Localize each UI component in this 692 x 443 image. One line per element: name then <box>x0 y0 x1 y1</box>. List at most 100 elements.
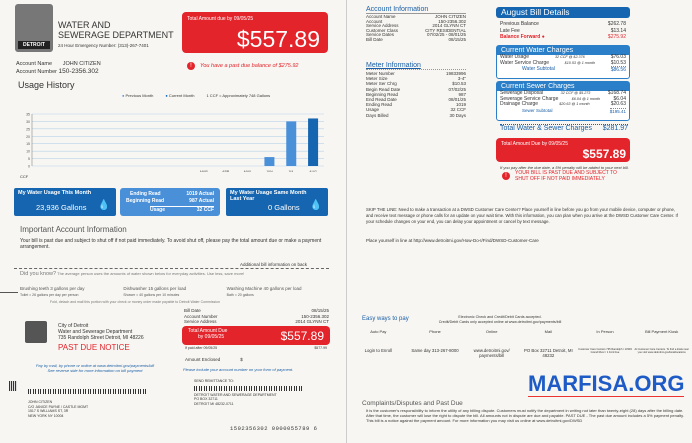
stub-svc: 2014 GLYNN CT <box>295 319 329 324</box>
table-row: Bill Date 08/15/25 <box>366 36 466 43</box>
sewer-title: Current Sewer Charges <box>497 82 629 91</box>
legend-dot-icon: ● <box>165 93 168 98</box>
cell: 08/01/25 <box>448 97 466 103</box>
usage-title: Usage History <box>18 80 75 90</box>
table-row: Sewerage Disposal 32 CCF @ $5.273 $168.74 <box>500 90 626 97</box>
pay-method: Auto Pay Login to Enroll <box>350 329 407 358</box>
usage-tips: Brushing teeth 3 gallons per day Dishwas… <box>20 285 330 299</box>
table-row: Water Usage 32 CCF @ $2.376 $76.03 <box>500 54 626 61</box>
water-sub-label: Water Subtotal <box>522 66 555 72</box>
tip: Dishwasher 15 gallons per load <box>123 286 187 291</box>
table-row: Meter Number 19833996 <box>366 71 466 76</box>
pay-method: Online www.detroitmi.gov/ payments/bill <box>463 329 520 358</box>
x-tick-label: APR <box>222 170 230 172</box>
cell: 1019 <box>455 102 466 108</box>
ending-read-label: Ending Read <box>130 191 161 197</box>
y-tick-label: 30 <box>26 120 30 124</box>
dept-name: WATER AND SEWERAGE DEPARTMENT <box>58 20 174 40</box>
remit-line: DETROIT MI 48232-0711 <box>194 401 234 406</box>
water-drop-icon: 💧 <box>309 200 322 211</box>
cell: 19833996 <box>445 71 466 76</box>
total-ws: Total Water & Sewer Charges $281.97 <box>500 124 628 132</box>
include-note: Please include your account number on yo… <box>183 367 294 372</box>
past-due-notice: PAST DUE NOTICE <box>58 343 130 352</box>
after-label: If paid after 09/05/25 <box>185 346 218 350</box>
y-tick-label: 25 <box>26 127 30 131</box>
total-ws-label: Total Water & Sewer Charges <box>500 125 592 132</box>
cell: JOHN CITIZEN <box>435 14 466 19</box>
amount-enclosed[interactable]: Amount Enclosed $ <box>185 357 243 362</box>
cell: 32 CCF <box>450 107 466 113</box>
pay-note: Pay by mail, by phone or online at www.d… <box>10 363 180 373</box>
table-row: Service Dates 07/02/25 - 08/01/25 <box>366 33 466 38</box>
sewer-sub: $195.41 <box>609 107 626 114</box>
cell: 07/02/25 - 08/01/25 <box>426 32 466 38</box>
tip: Washing Machine 40 gallons per load <box>226 286 302 291</box>
sewer-charges: Current Sewer Charges Sewerage Disposal 3… <box>496 81 630 121</box>
tile-value: 0 Gallons <box>268 203 300 212</box>
account-number-label: Account Number <box>16 69 57 75</box>
cell: $10.53 <box>610 59 626 66</box>
beginning-read-label: Beginning Read <box>126 198 165 204</box>
detach-note: Fold, detach and mail this portion with … <box>50 300 220 304</box>
account-number: 150-2356.302 <box>58 68 99 75</box>
complaints-title: Complaints/Disputes and Past Due <box>362 400 463 407</box>
pay-note1: Electronic Check and Credit/Debit Cards … <box>458 315 542 319</box>
water-drop-icon: 💧 <box>97 200 110 211</box>
cell: $20.63 <box>610 101 626 107</box>
legend-prev: ● Previous Month <box>122 93 154 98</box>
tile-last-year: My Water Usage Same Month Last Year 0 Ga… <box>226 188 328 216</box>
bar-jun-2025 <box>264 157 275 166</box>
total-due-box: Total Amount due by 09/05/25 $557.89 <box>182 12 328 53</box>
important-title: Important Account Information <box>20 225 127 234</box>
remittance: SEND REMITTANCE TO: DETROIT WATER AND SE… <box>194 379 304 406</box>
skip-line-link[interactable]: Place yourself in line at http://www.det… <box>366 238 539 243</box>
right-total-due: Total Amount Due by 09/05/25 $557.89 <box>496 138 630 162</box>
qr-code-icon <box>9 381 17 391</box>
cell: 3-4" <box>457 76 466 82</box>
cell: Days Billed <box>366 112 389 118</box>
after-amount: $577.99 <box>314 346 327 350</box>
cell: Usage <box>366 107 380 113</box>
cell: Bill Date <box>366 36 383 42</box>
tile-this-month: My Water Usage This Month 23,936 Gallons… <box>14 188 116 216</box>
pay-method-detail: Login to Enroll <box>364 348 393 353</box>
addr-line: 1517 S WILLIAMS ST, 3R <box>28 409 69 413</box>
dept-line1: WATER AND <box>58 20 111 30</box>
account-name-label: Account Name <box>16 61 53 67</box>
ending-read: 1019 Actual <box>186 191 214 197</box>
cell: Account Name <box>366 14 396 19</box>
past-due-message: You have a past due balance of $275.92 <box>200 63 299 69</box>
table-row: Beginning Read 987 <box>366 92 466 97</box>
cell: $6.04 <box>613 95 626 102</box>
stub-acct-label: Account Number <box>184 313 218 319</box>
table-row: Days Billed 30 Days <box>366 113 466 118</box>
cell: CITY RESIDENTIAL <box>425 27 466 33</box>
table-row: Begin Read Date 07/02/25 <box>366 87 466 92</box>
cell: 150-2356.302 <box>438 18 466 24</box>
alert-icon: ! <box>187 62 195 70</box>
y-unit-label: CCF <box>20 174 29 179</box>
cell: Begin Read Date <box>366 86 401 92</box>
pay-methods: Auto Pay Login to Enroll Phone Same day 313… <box>350 329 690 358</box>
table-row: Meter Size 3-4" <box>366 76 466 81</box>
cell: 2014 GLYNN CT <box>432 23 466 29</box>
cell: 08/15/25 <box>448 36 466 42</box>
addr-line: C/O JANICE PAYNE / CASTLE MGMT <box>28 404 89 409</box>
cell: Account <box>366 18 383 24</box>
cell: $10.53 @ 1 month <box>564 60 596 65</box>
cell: Meter Number <box>366 71 395 76</box>
stub-logo <box>25 321 47 343</box>
y-tick-label: 20 <box>26 135 30 139</box>
tip: Toilet = 26 gallons per day per person <box>20 293 79 297</box>
alert-dot-icon: ● <box>541 34 545 40</box>
account-summary: Account Name JOHN CITIZEN Account Number… <box>16 60 101 76</box>
fold-mark <box>0 292 18 293</box>
legend-cur: ● Current Month <box>165 93 195 98</box>
tile-label: My Water Usage This Month <box>18 190 92 196</box>
tile-label: My Water Usage Same Month Last Year <box>230 190 307 202</box>
cell: Drainage Charge <box>500 101 539 107</box>
did-you-know-lead: Did you know? <box>20 271 57 277</box>
remit-line: PO BOX 32711 <box>194 397 218 401</box>
pay-method-detail: Same day 313-267-8000 <box>411 348 459 353</box>
